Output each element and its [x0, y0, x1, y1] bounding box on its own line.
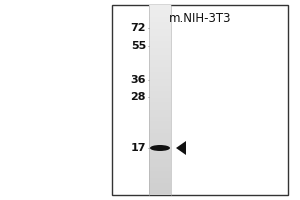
Bar [149, 119, 171, 121]
Bar [149, 29, 171, 31]
Bar [149, 22, 171, 24]
Bar [149, 43, 171, 45]
Bar [149, 15, 171, 17]
Text: 28: 28 [130, 92, 146, 102]
Bar [149, 186, 171, 188]
Bar [149, 126, 171, 129]
Bar [149, 193, 171, 195]
Bar [149, 86, 171, 88]
Bar [149, 33, 171, 36]
Bar [149, 105, 171, 107]
Bar [149, 140, 171, 143]
Bar [149, 178, 171, 181]
Bar [149, 12, 171, 15]
Bar [149, 93, 171, 95]
Bar [149, 36, 171, 38]
Bar [149, 41, 171, 43]
Bar [149, 159, 171, 162]
Bar [149, 155, 171, 157]
Bar [149, 143, 171, 145]
Bar [149, 150, 171, 152]
Bar [149, 67, 171, 69]
Bar [149, 19, 171, 22]
Bar [149, 174, 171, 176]
Bar [149, 181, 171, 183]
Bar [149, 114, 171, 117]
Bar [149, 31, 171, 33]
Bar [149, 90, 171, 93]
Bar [149, 52, 171, 55]
Bar [149, 169, 171, 171]
Bar [149, 152, 171, 155]
Bar [149, 171, 171, 174]
Bar [149, 176, 171, 178]
Bar [149, 124, 171, 126]
Bar [149, 129, 171, 131]
Bar [149, 136, 171, 138]
Polygon shape [176, 141, 186, 155]
Bar [149, 48, 171, 50]
Bar [149, 50, 171, 52]
Bar [149, 10, 171, 12]
Bar [149, 100, 171, 102]
Bar [112, 5, 288, 195]
Bar [149, 95, 171, 98]
Bar [149, 145, 171, 148]
Bar [149, 83, 171, 86]
Bar [149, 76, 171, 79]
Bar [149, 117, 171, 119]
Bar [149, 190, 171, 193]
Bar [149, 164, 171, 166]
Bar [149, 102, 171, 105]
Bar [149, 17, 171, 19]
Bar [149, 69, 171, 72]
Text: 55: 55 [131, 41, 146, 51]
Text: 36: 36 [130, 75, 146, 85]
Bar [149, 110, 171, 112]
Bar [149, 112, 171, 114]
Text: 17: 17 [130, 143, 146, 153]
Bar [149, 7, 171, 10]
Bar [149, 74, 171, 76]
Bar [149, 26, 171, 29]
Bar [149, 5, 171, 7]
Bar [149, 62, 171, 64]
Text: 72: 72 [130, 23, 146, 33]
Bar [149, 133, 171, 136]
Bar [149, 157, 171, 159]
Bar [149, 24, 171, 26]
Bar [149, 55, 171, 57]
Bar [149, 148, 171, 150]
Bar [149, 57, 171, 60]
Bar [149, 88, 171, 90]
Bar [149, 188, 171, 190]
Bar [149, 138, 171, 140]
Bar [149, 98, 171, 100]
Bar [149, 121, 171, 124]
Bar [149, 183, 171, 186]
Bar [149, 162, 171, 164]
Bar [149, 81, 171, 83]
Bar [149, 64, 171, 67]
Bar [149, 45, 171, 48]
Text: m.NIH-3T3: m.NIH-3T3 [169, 12, 231, 25]
Bar [149, 79, 171, 81]
Bar [149, 72, 171, 74]
Bar [149, 166, 171, 169]
Bar [149, 38, 171, 41]
Bar [149, 107, 171, 110]
Bar [149, 131, 171, 133]
Ellipse shape [150, 145, 170, 151]
Bar [149, 60, 171, 62]
